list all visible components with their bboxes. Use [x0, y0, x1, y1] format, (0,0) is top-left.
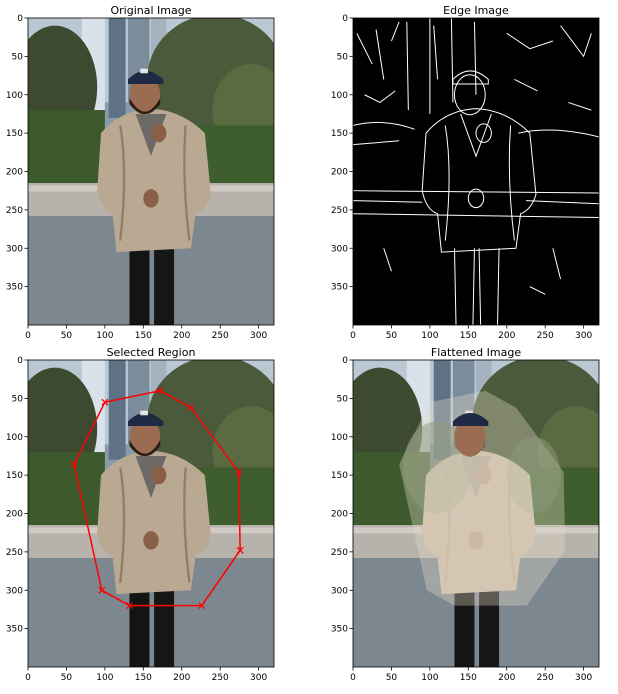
y-tick-label: 100 — [331, 433, 348, 443]
y-tick-label: 350 — [331, 283, 348, 293]
y-tick-label: 250 — [331, 206, 348, 216]
panel-image — [338, 356, 615, 667]
x-tick-label: 250 — [537, 673, 554, 683]
y-tick-label: 0 — [17, 356, 23, 366]
x-tick-label: 50 — [61, 331, 73, 341]
y-tick-label: 300 — [331, 244, 348, 254]
x-tick-label: 200 — [498, 673, 515, 683]
x-tick-label: 0 — [25, 673, 31, 683]
x-tick-label: 150 — [135, 331, 152, 341]
panel-original: Original Image 0 50 100 150 200 250 300 0 50 100 15… — [6, 4, 275, 341]
polygon-vertex-marker — [98, 586, 106, 594]
y-tick-label: 300 — [6, 586, 23, 596]
x-tick-label: 0 — [350, 673, 356, 683]
panel-flattened: Flattened Image 0 50 100 150 200 250 300 0 50 100 1… — [331, 346, 615, 683]
y-tick-label: 250 — [6, 206, 23, 216]
x-tick-label: 100 — [421, 673, 438, 683]
x-tick-label: 300 — [575, 673, 592, 683]
y-tick-label: 300 — [331, 586, 348, 596]
y-tick-label: 0 — [342, 356, 348, 366]
x-tick-label: 150 — [460, 673, 477, 683]
polygon-vertex-marker — [198, 602, 206, 610]
y-tick-label: 350 — [331, 625, 348, 635]
x-tick-label: 50 — [386, 331, 398, 341]
y-tick-label: 50 — [12, 52, 24, 62]
y-tick-label: 100 — [6, 91, 23, 101]
x-tick-label: 300 — [250, 331, 267, 341]
y-tick-label: 50 — [337, 394, 349, 404]
y-tick-label: 100 — [331, 91, 348, 101]
panel-edge: Edge Image 0 50 100 150 200 250 300 0 50 100 150 200… — [331, 4, 600, 341]
y-tick-label: 300 — [6, 244, 23, 254]
y-tick-label: 150 — [6, 471, 23, 481]
y-tick-label: 0 — [17, 14, 23, 24]
x-tick-label: 100 — [421, 331, 438, 341]
polygon-vertex-marker — [187, 404, 195, 412]
polygon-vertex-marker — [126, 602, 133, 610]
x-tick-label: 0 — [25, 331, 31, 341]
polygon-vertex-marker — [235, 468, 243, 476]
x-tick-label: 200 — [498, 331, 515, 341]
panels-layer: Original Image 0 50 100 150 200 250 300 0 50 100 15… — [6, 4, 615, 683]
y-tick-label: 50 — [337, 52, 349, 62]
y-tick-label: 250 — [331, 548, 348, 558]
x-tick-label: 250 — [212, 331, 229, 341]
panel-image — [353, 18, 600, 326]
x-tick-label: 50 — [61, 673, 73, 683]
x-tick-label: 200 — [173, 673, 190, 683]
y-tick-label: 200 — [6, 510, 23, 520]
x-tick-label: 300 — [250, 673, 267, 683]
x-tick-label: 150 — [135, 673, 152, 683]
y-tick-label: 150 — [331, 129, 348, 139]
panel-title: Flattened Image — [431, 346, 521, 359]
x-tick-label: 250 — [537, 331, 554, 341]
x-tick-label: 0 — [350, 331, 356, 341]
y-tick-label: 50 — [12, 394, 24, 404]
x-tick-label: 200 — [173, 331, 190, 341]
x-tick-label: 100 — [96, 331, 113, 341]
polygon-vertex-marker — [236, 546, 244, 554]
y-tick-label: 150 — [331, 471, 348, 481]
x-tick-label: 250 — [212, 673, 229, 683]
polygon-vertex-marker — [156, 387, 164, 395]
selection-polygon — [73, 389, 241, 607]
y-tick-label: 200 — [6, 168, 23, 178]
panel-image — [28, 360, 275, 668]
polygon-vertex-marker — [70, 460, 78, 468]
panel-title: Edge Image — [443, 4, 509, 17]
y-tick-label: 200 — [331, 168, 348, 178]
y-tick-label: 350 — [6, 283, 23, 293]
y-tick-label: 250 — [6, 548, 23, 558]
y-tick-label: 200 — [331, 510, 348, 520]
x-tick-label: 150 — [460, 331, 477, 341]
panel-selected: Selected Region 0 50 100 150 200 250 300 0 50 100 1… — [6, 346, 275, 683]
x-tick-label: 100 — [96, 673, 113, 683]
y-tick-label: 0 — [342, 14, 348, 24]
polygon-vertex-marker — [101, 398, 109, 406]
y-tick-label: 350 — [6, 625, 23, 635]
y-tick-label: 150 — [6, 129, 23, 139]
panel-title: Selected Region — [107, 346, 196, 359]
panel-image — [28, 18, 275, 326]
x-tick-label: 300 — [575, 331, 592, 341]
y-tick-label: 100 — [6, 433, 23, 443]
panel-title: Original Image — [111, 4, 192, 17]
x-tick-label: 50 — [386, 673, 398, 683]
